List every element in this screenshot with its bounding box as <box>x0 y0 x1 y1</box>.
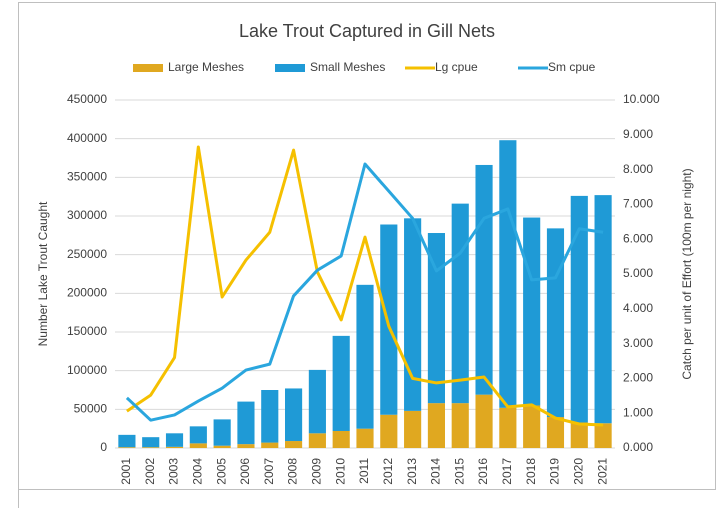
y2-tick-label: 3.000 <box>623 336 653 350</box>
bar <box>285 441 303 448</box>
bar <box>285 388 303 442</box>
legend-label: Large Meshes <box>168 60 244 74</box>
bar <box>165 446 184 448</box>
y-tick-label: 0 <box>100 440 107 454</box>
bar <box>380 224 398 415</box>
y2-tick-label: 0.000 <box>623 440 653 454</box>
x-tick-label: 2015 <box>452 458 466 485</box>
x-tick-label: 2013 <box>405 458 419 485</box>
y-tick-label: 150000 <box>67 324 107 338</box>
bar <box>332 335 350 431</box>
bar <box>570 195 588 423</box>
y2-tick-label: 5.000 <box>623 266 653 280</box>
bar <box>142 437 160 448</box>
bar <box>427 233 445 404</box>
bar <box>475 394 493 448</box>
bar <box>451 403 469 448</box>
bar <box>499 407 517 448</box>
y-tick-label: 250000 <box>67 247 107 261</box>
bar <box>594 195 612 424</box>
x-tick-label: 2021 <box>595 458 609 485</box>
bar <box>523 217 541 406</box>
bar <box>308 433 326 448</box>
x-tick-label: 2020 <box>571 458 585 485</box>
y-tick-label: 350000 <box>67 170 107 184</box>
y2-tick-label: 6.000 <box>623 231 653 245</box>
y-tick-label: 300000 <box>67 208 107 222</box>
x-tick-label: 2007 <box>262 458 276 485</box>
bar <box>356 428 374 448</box>
x-tick-label: 2001 <box>119 458 133 485</box>
bar <box>261 390 279 443</box>
x-tick-label: 2011 <box>357 458 371 484</box>
bar <box>546 228 565 418</box>
y2-tick-label: 4.000 <box>623 301 653 315</box>
y-axis-title: Number Lake Trout Caught <box>36 201 50 346</box>
legend-label: Lg cpue <box>435 60 478 74</box>
y2-axis-title: Catch per unit of Effort (100m per night… <box>680 168 694 379</box>
x-tick-label: 2008 <box>286 458 300 485</box>
x-tick-label: 2005 <box>214 458 228 485</box>
bar <box>118 447 136 448</box>
bar <box>118 434 136 448</box>
y-tick-label: 400000 <box>67 131 107 145</box>
y2-tick-label: 9.000 <box>623 127 653 141</box>
x-tick-label: 2017 <box>500 458 514 485</box>
legend-swatch <box>275 64 305 72</box>
bar <box>308 369 326 434</box>
x-tick-label: 2019 <box>548 458 562 485</box>
y2-tick-label: 7.000 <box>623 197 653 211</box>
bar <box>546 417 565 448</box>
y2-tick-label: 2.000 <box>623 371 653 385</box>
y-tick-label: 450000 <box>67 92 107 106</box>
y-tick-label: 200000 <box>67 286 107 300</box>
bar <box>237 401 255 445</box>
bar <box>261 442 279 448</box>
bar <box>475 164 493 395</box>
chart-title: Lake Trout Captured in Gill Nets <box>239 21 495 41</box>
y2-tick-label: 10.000 <box>623 92 660 106</box>
bar <box>142 447 160 448</box>
bar <box>356 284 374 429</box>
bar <box>189 443 207 448</box>
legend-label: Sm cpue <box>548 60 596 74</box>
x-tick-label: 2002 <box>143 458 157 485</box>
x-tick-label: 2006 <box>238 458 252 485</box>
x-tick-label: 2014 <box>429 458 443 485</box>
bar <box>523 405 541 448</box>
bar <box>594 423 612 448</box>
y-tick-label: 100000 <box>67 363 107 377</box>
line-series <box>125 162 604 422</box>
bar <box>165 433 184 447</box>
x-tick-label: 2012 <box>381 458 395 485</box>
y-tick-label: 50000 <box>74 402 108 416</box>
bar <box>451 203 469 404</box>
bar <box>499 140 517 408</box>
bar <box>427 403 445 448</box>
bar <box>213 445 231 448</box>
y2-tick-label: 1.000 <box>623 405 653 419</box>
bar <box>404 410 422 448</box>
x-tick-label: 2003 <box>167 458 181 485</box>
x-tick-label: 2010 <box>333 458 347 485</box>
legend-swatch <box>133 64 163 72</box>
y2-tick-label: 8.000 <box>623 162 653 176</box>
bar <box>332 430 350 448</box>
legend-label: Small Meshes <box>310 60 385 74</box>
bar <box>404 218 422 411</box>
bar <box>380 414 398 448</box>
x-tick-label: 2004 <box>191 458 205 485</box>
bar <box>189 426 207 444</box>
bar <box>213 419 231 446</box>
bar <box>237 444 255 448</box>
line-series <box>126 145 604 427</box>
bar <box>570 422 588 448</box>
x-tick-label: 2016 <box>476 458 490 485</box>
x-tick-label: 2009 <box>310 458 324 485</box>
x-tick-label: 2018 <box>524 458 538 485</box>
